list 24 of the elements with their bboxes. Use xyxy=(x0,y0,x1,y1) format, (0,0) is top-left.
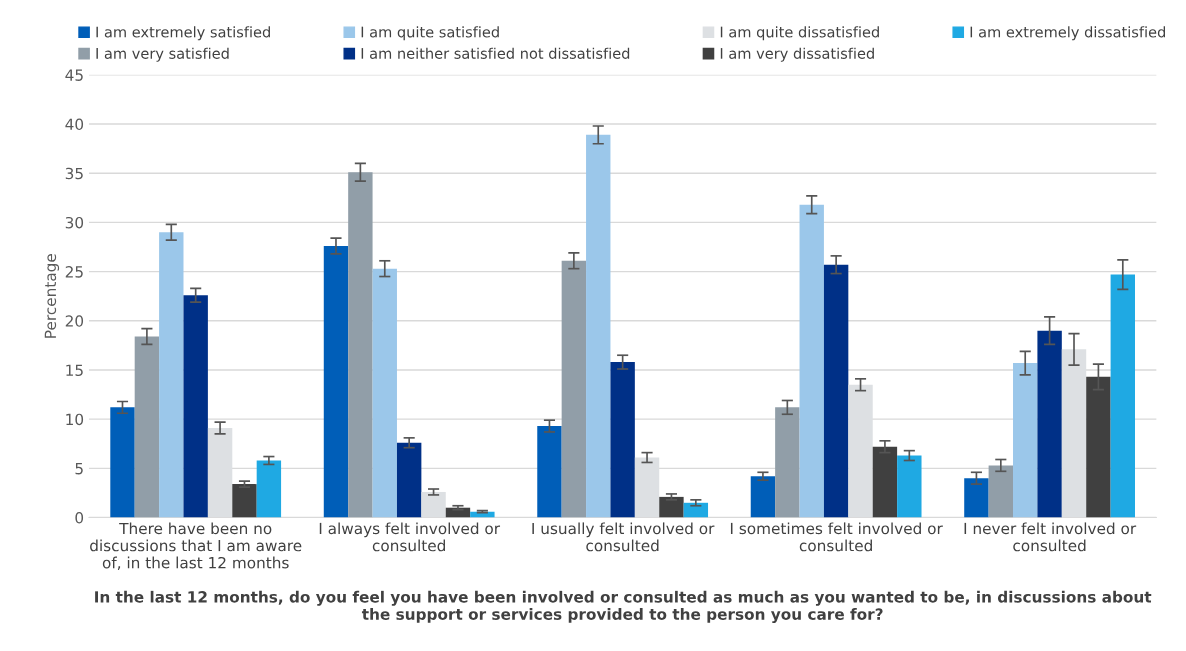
y-tick-label: 20 xyxy=(65,315,84,327)
y-axis-title: Percentage xyxy=(44,254,60,338)
y-tick-label: 30 xyxy=(65,216,84,229)
y-tick-label: 15 xyxy=(66,364,83,377)
x-tick-label: There have been no discussions that I am aware of, in the last 12 months xyxy=(90,522,302,571)
legend-label: I am quite satisfied xyxy=(361,26,499,41)
x-axis-title: In the last 12 months, do you feel you have been involved or consulted as much as you wanted to be, in discussions about the support or services provided to the person you care for? xyxy=(95,590,1152,623)
x-tick-label: I sometimes felt involved or consulted xyxy=(730,522,943,552)
y-tick-label: 10 xyxy=(66,413,84,426)
x-tick-label: I usually felt involved or consulted xyxy=(532,522,715,552)
x-tick-label: I never felt involved or consulted xyxy=(964,522,1137,552)
y-tick-label: 0 xyxy=(75,512,84,524)
legend-label: I am extremely satisfied xyxy=(96,26,270,41)
y-tick-label: 25 xyxy=(65,266,83,278)
x-tick-label: I always felt involved or consulted xyxy=(319,522,501,552)
y-tick-label: 5 xyxy=(75,463,83,475)
y-tick-label: 40 xyxy=(65,118,84,131)
legend-label: I am very dissatisfied xyxy=(720,47,874,62)
legend-label: I am extremely dissatisfied xyxy=(970,26,1165,41)
legend-label: I am neither satisfied not dissatisfied xyxy=(361,47,630,59)
legend-label: I am very satisfied xyxy=(96,47,229,62)
y-tick-label: 45 xyxy=(65,69,83,81)
y-tick-label: 35 xyxy=(65,167,83,180)
legend-label: I am quite dissatisfied xyxy=(720,26,879,41)
